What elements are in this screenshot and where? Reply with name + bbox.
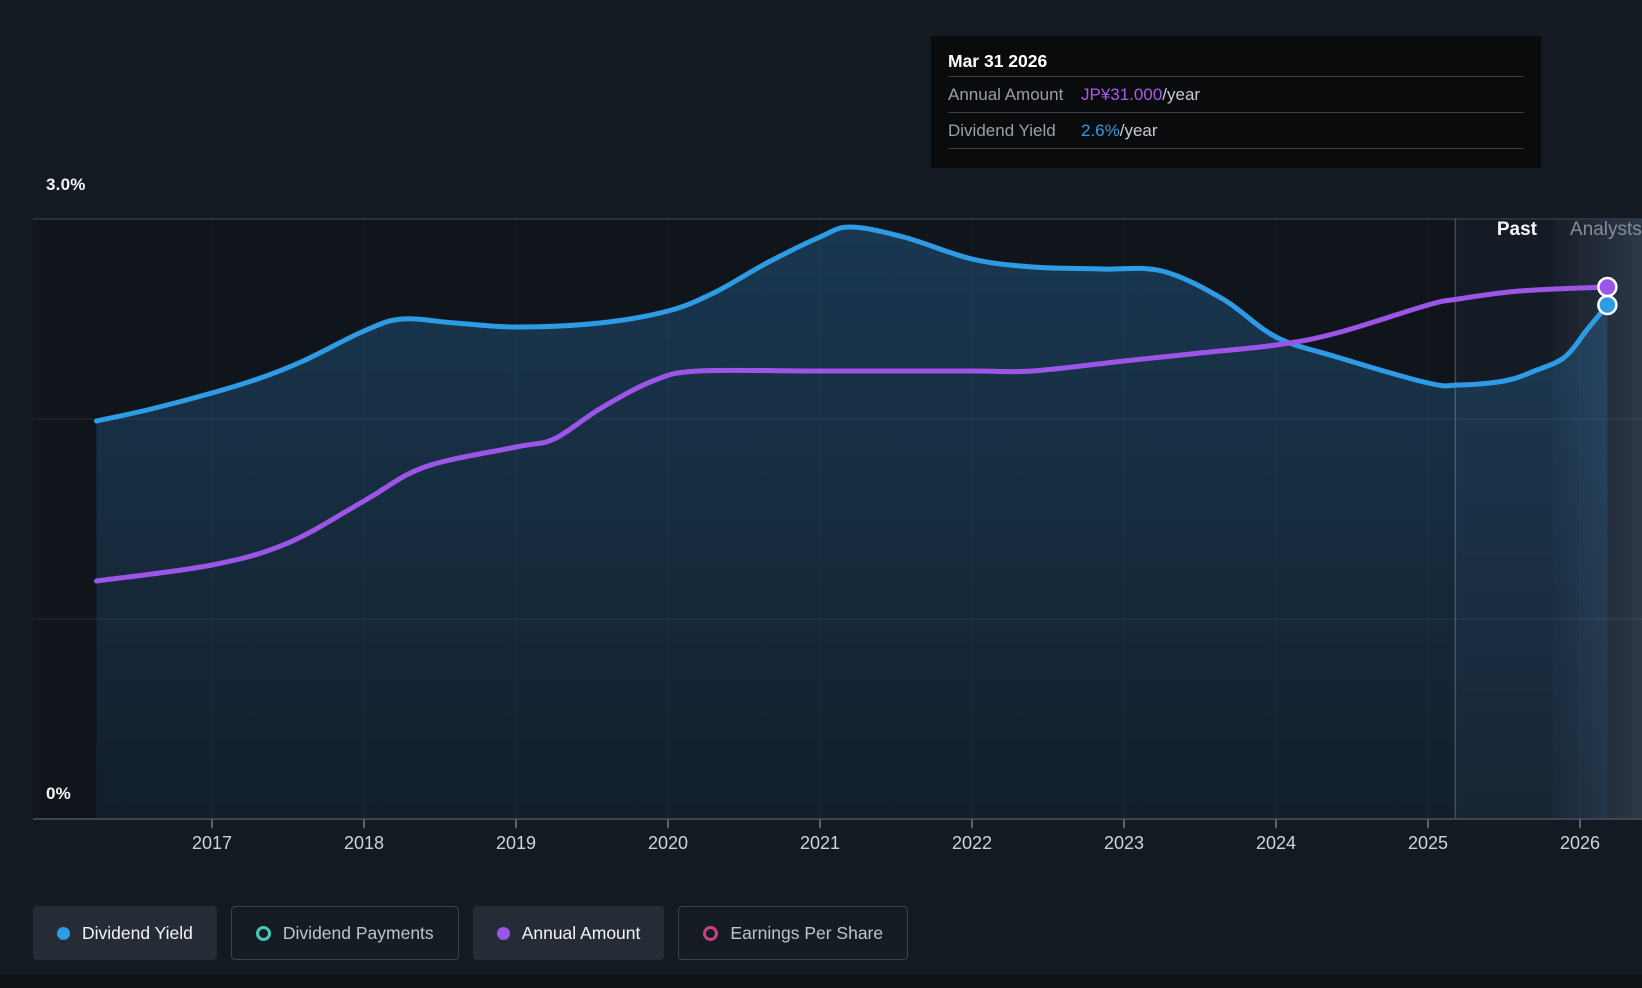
x-axis-label: 2021 (799, 833, 841, 853)
legend-item-dividend-payments[interactable]: Dividend Payments (230, 906, 459, 960)
bottom-edge-strip (0, 975, 1642, 988)
dividend-payments-ring-icon (255, 925, 271, 941)
legend-label: Earnings Per Share (730, 922, 884, 943)
x-axis-label: 2026 (1559, 833, 1601, 853)
dividend-yield-area (96, 227, 1608, 819)
past-zone-label: Past (1496, 219, 1537, 240)
tooltip-value: 2.6% (1081, 120, 1120, 140)
y-axis-label-bottom: 0% (46, 784, 71, 803)
x-axis-label: 2023 (1103, 833, 1145, 853)
legend-item-earnings-per-share[interactable]: Earnings Per Share (678, 906, 909, 960)
dividend-yield-endpoint (1597, 294, 1618, 316)
tooltip-suffix: /year (1119, 120, 1158, 140)
legend: Dividend Yield Dividend Payments Annual … (33, 906, 909, 960)
y-axis-label-top: 3.0% (46, 175, 86, 194)
tooltip-label: Annual Amount (948, 84, 1064, 104)
tooltip-value: JP¥31.000 (1081, 84, 1163, 104)
forecast-zone-label: Analysts Forecasts (1570, 219, 1642, 240)
legend-label: Annual Amount (521, 922, 641, 943)
tooltip-suffix: /year (1162, 84, 1201, 104)
x-axis-label: 2019 (495, 833, 537, 853)
dividend-yield-dot-icon (57, 926, 70, 940)
x-axis-label: 2022 (951, 833, 993, 853)
legend-label: Dividend Payments (282, 922, 434, 943)
x-axis-label: 2018 (343, 833, 385, 853)
tooltip-label: Dividend Yield (948, 120, 1056, 140)
tooltip-row-annual-amount: Annual Amount JP¥31.000/year (948, 77, 1524, 113)
annual-amount-line (93, 284, 1610, 584)
annual-amount-endpoint (1597, 276, 1618, 298)
tooltip-date: Mar 31 2026 (948, 36, 1524, 77)
x-axis-label: 2017 (191, 833, 233, 853)
x-axis-label: 2024 (1255, 833, 1297, 853)
legend-label: Dividend Yield (82, 922, 193, 943)
x-axis-label: 2025 (1407, 833, 1449, 853)
annual-amount-dot-icon (496, 926, 510, 940)
dividend-yield-line (93, 224, 1610, 424)
x-axis-label: 2020 (647, 833, 689, 853)
tooltip: Mar 31 2026 Annual Amount JP¥31.000/year… (931, 36, 1541, 168)
legend-item-dividend-yield[interactable]: Dividend Yield (33, 906, 217, 960)
earnings-per-share-ring-icon (703, 925, 719, 941)
legend-item-annual-amount[interactable]: Annual Amount (472, 906, 665, 960)
tooltip-row-dividend-yield: Dividend Yield 2.6%/year (948, 113, 1524, 149)
